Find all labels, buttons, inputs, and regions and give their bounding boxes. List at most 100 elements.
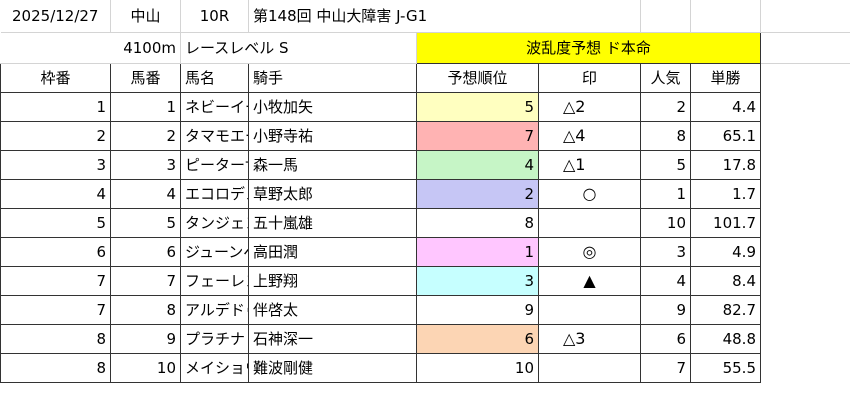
header-odds[interactable]: 単勝: [690, 62, 761, 93]
jockey-cell[interactable]: 草野太郎: [248, 178, 417, 209]
odds-cell[interactable]: 55.5: [690, 352, 761, 383]
prediction-rank-cell[interactable]: 8: [416, 207, 539, 238]
empty-cell[interactable]: [640, 0, 691, 33]
waku-cell[interactable]: 7: [0, 265, 111, 296]
waku-cell[interactable]: 5: [0, 207, 111, 238]
race-date[interactable]: 2025/12/27: [0, 0, 111, 33]
horse-name-cell[interactable]: ジューンベロシティ: [180, 236, 249, 267]
jockey-cell[interactable]: 小野寺祐: [248, 120, 417, 151]
odds-cell[interactable]: 4.9: [690, 236, 761, 267]
waku-cell[interactable]: 1: [0, 91, 111, 122]
empty-cell[interactable]: [760, 32, 850, 64]
umaban-cell[interactable]: 4: [110, 178, 181, 209]
umaban-cell[interactable]: 8: [110, 294, 181, 325]
jockey-cell[interactable]: 上野翔: [248, 265, 417, 296]
header-prediction-rank[interactable]: 予想順位: [416, 62, 539, 93]
waku-cell[interactable]: 8: [0, 323, 111, 354]
popularity-cell[interactable]: 7: [640, 352, 691, 383]
jockey-cell[interactable]: 五十嵐雄: [248, 207, 417, 238]
prediction-rank-cell[interactable]: 4: [416, 149, 539, 180]
waku-cell[interactable]: 7: [0, 294, 111, 325]
umaban-cell[interactable]: 1: [110, 91, 181, 122]
empty-cell[interactable]: [760, 0, 850, 33]
prediction-rank-cell[interactable]: 10: [416, 352, 539, 383]
popularity-cell[interactable]: 8: [640, 120, 691, 151]
umaban-cell[interactable]: 5: [110, 207, 181, 238]
popularity-cell[interactable]: 9: [640, 294, 691, 325]
horse-name-cell[interactable]: タンジェントアーク: [180, 207, 249, 238]
popularity-cell[interactable]: 6: [640, 323, 691, 354]
empty-cell[interactable]: [690, 0, 761, 33]
mark-cell[interactable]: △2: [538, 91, 641, 122]
race-distance[interactable]: 4100m: [110, 32, 181, 64]
race-number[interactable]: 10R: [180, 0, 249, 33]
race-title[interactable]: 第148回 中山大障害 J-G1: [248, 0, 641, 33]
waku-cell[interactable]: 8: [0, 352, 111, 383]
mark-cell[interactable]: ○: [538, 178, 641, 209]
odds-cell[interactable]: 82.7: [690, 294, 761, 325]
header-horse-name[interactable]: 馬名: [180, 62, 249, 93]
header-jockey[interactable]: 騎手: [248, 62, 417, 93]
popularity-cell[interactable]: 2: [640, 91, 691, 122]
odds-cell[interactable]: 4.4: [690, 91, 761, 122]
umaban-cell[interactable]: 10: [110, 352, 181, 383]
horse-name-cell[interactable]: ピーターサイト: [180, 149, 249, 180]
race-venue[interactable]: 中山: [110, 0, 181, 33]
race-surface[interactable]: 芝: [0, 32, 111, 64]
header-umaban[interactable]: 馬番: [110, 62, 181, 93]
header-mark[interactable]: 印: [538, 62, 641, 93]
umaban-cell[interactable]: 9: [110, 323, 181, 354]
popularity-cell[interactable]: 1: [640, 178, 691, 209]
popularity-cell[interactable]: 3: [640, 236, 691, 267]
horse-name-cell[interactable]: フェーレンベルク: [180, 265, 249, 296]
prediction-rank-cell[interactable]: 6: [416, 323, 539, 354]
odds-cell[interactable]: 8.4: [690, 265, 761, 296]
mark-cell[interactable]: ◎: [538, 236, 641, 267]
odds-cell[interactable]: 65.1: [690, 120, 761, 151]
jockey-cell[interactable]: 石神深一: [248, 323, 417, 354]
prediction-rank-cell[interactable]: 5: [416, 91, 539, 122]
waku-cell[interactable]: 6: [0, 236, 111, 267]
jockey-cell[interactable]: 高田潤: [248, 236, 417, 267]
mark-cell[interactable]: △3: [538, 323, 641, 354]
odds-cell[interactable]: 48.8: [690, 323, 761, 354]
mark-cell[interactable]: △4: [538, 120, 641, 151]
popularity-cell[interactable]: 5: [640, 149, 691, 180]
horse-name-cell[interactable]: アルデドゥオーモ: [180, 294, 249, 325]
mark-cell[interactable]: [538, 207, 641, 238]
popularity-cell[interactable]: 4: [640, 265, 691, 296]
horse-name-cell[interactable]: タマモエース: [180, 120, 249, 151]
header-popularity[interactable]: 人気: [640, 62, 691, 93]
horse-name-cell[interactable]: エコロデュエル: [180, 178, 249, 209]
horse-name-cell[interactable]: ネビーイーム: [180, 91, 249, 122]
waku-cell[interactable]: 2: [0, 120, 111, 151]
mark-cell[interactable]: △1: [538, 149, 641, 180]
waku-cell[interactable]: 4: [0, 178, 111, 209]
umaban-cell[interactable]: 2: [110, 120, 181, 151]
umaban-cell[interactable]: 6: [110, 236, 181, 267]
prediction-rank-cell[interactable]: 7: [416, 120, 539, 151]
mark-cell[interactable]: [538, 294, 641, 325]
prediction-rank-cell[interactable]: 1: [416, 236, 539, 267]
jockey-cell[interactable]: 難波剛健: [248, 352, 417, 383]
jockey-cell[interactable]: 森一馬: [248, 149, 417, 180]
race-level[interactable]: レースレベル S: [180, 32, 417, 64]
prediction-rank-cell[interactable]: 2: [416, 178, 539, 209]
horse-name-cell[interactable]: メイショウアツイタ: [180, 352, 249, 383]
mark-cell[interactable]: ▲: [538, 265, 641, 296]
mark-cell[interactable]: [538, 352, 641, 383]
umaban-cell[interactable]: 7: [110, 265, 181, 296]
header-waku[interactable]: 枠番: [0, 62, 111, 93]
popularity-cell[interactable]: 10: [640, 207, 691, 238]
odds-cell[interactable]: 17.8: [690, 149, 761, 180]
prediction-rank-cell[interactable]: 9: [416, 294, 539, 325]
umaban-cell[interactable]: 3: [110, 149, 181, 180]
jockey-cell[interactable]: 小牧加矢: [248, 91, 417, 122]
odds-cell[interactable]: 101.7: [690, 207, 761, 238]
jockey-cell[interactable]: 伴啓太: [248, 294, 417, 325]
waku-cell[interactable]: 3: [0, 149, 111, 180]
prediction-rank-cell[interactable]: 3: [416, 265, 539, 296]
horse-name-cell[interactable]: プラチナドリーム: [180, 323, 249, 354]
prediction-title[interactable]: 波乱度予想 ド本命: [416, 31, 761, 64]
odds-cell[interactable]: 1.7: [690, 178, 761, 209]
